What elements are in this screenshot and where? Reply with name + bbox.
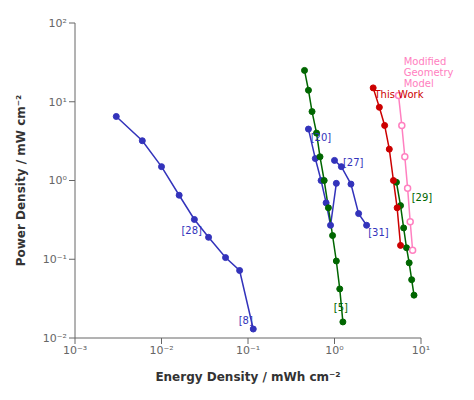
svg-text:ModifiedGeometryModel: ModifiedGeometryModel: [404, 56, 454, 89]
svg-text:10²: 10²: [49, 17, 67, 30]
svg-text:10⁻²: 10⁻²: [43, 332, 67, 345]
svg-text:[20]: [20]: [311, 132, 332, 143]
svg-text:This Work: This Work: [373, 89, 423, 100]
svg-text:[28]: [28]: [181, 225, 202, 236]
svg-text:[27]: [27]: [343, 157, 364, 168]
svg-text:Energy Density / mWh cm⁻²: Energy Density / mWh cm⁻²: [155, 370, 340, 384]
svg-text:[29]: [29]: [412, 192, 433, 203]
svg-text:10¹: 10¹: [412, 344, 430, 357]
svg-text:10¹: 10¹: [49, 96, 67, 109]
svg-text:10⁻¹: 10⁻¹: [236, 344, 260, 357]
svg-text:10⁰: 10⁰: [49, 174, 68, 187]
svg-text:10⁰: 10⁰: [325, 344, 344, 357]
svg-text:Power Density / mW cm⁻²: Power Density / mW cm⁻²: [14, 95, 28, 267]
svg-text:10⁻¹: 10⁻¹: [43, 253, 67, 266]
svg-text:[8]: [8]: [239, 315, 253, 326]
svg-text:10⁻³: 10⁻³: [63, 344, 87, 357]
svg-text:[31]: [31]: [368, 227, 389, 238]
svg-text:[5]: [5]: [334, 302, 348, 313]
svg-text:10⁻²: 10⁻²: [149, 344, 173, 357]
